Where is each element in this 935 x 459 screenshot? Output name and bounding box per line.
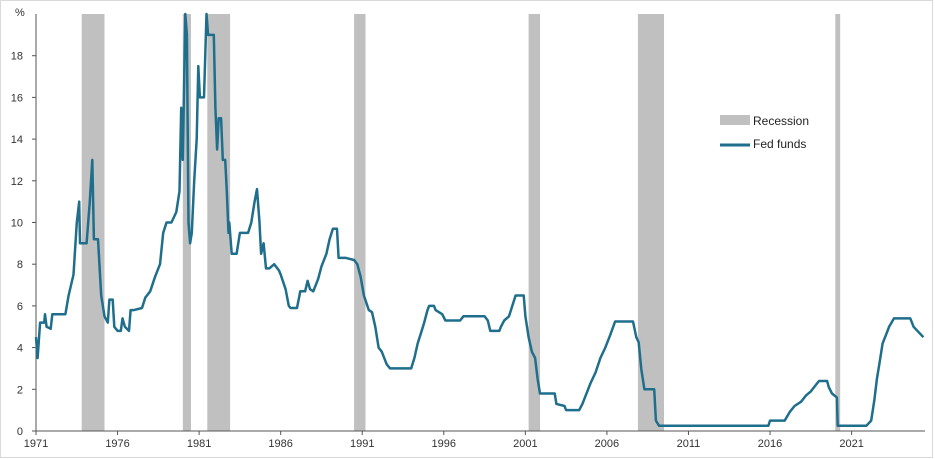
y-tick-label: 12 (11, 176, 23, 188)
y-tick-label: 18 (11, 51, 23, 63)
recession-band (637, 14, 665, 431)
x-tick-label: 2001 (513, 438, 537, 450)
legend-recession-label: Recession (753, 114, 809, 128)
y-tick-label: 4 (17, 343, 23, 355)
y-tick-label: 16 (11, 92, 23, 104)
recession-band (528, 14, 541, 431)
x-tick-label: 1971 (24, 438, 48, 450)
x-tick-label: 1996 (432, 438, 456, 450)
x-tick-label: 1991 (350, 438, 374, 450)
legend: Recession Fed funds (720, 114, 809, 151)
recession-band (207, 14, 231, 431)
y-tick-label: 6 (17, 301, 23, 313)
y-tick-label: 10 (11, 218, 23, 230)
y-tick-label: 8 (17, 259, 23, 271)
recession-band (835, 14, 841, 431)
recession-band (182, 14, 191, 431)
fed-funds-line (34, 12, 925, 428)
legend-fed-funds-label: Fed funds (753, 137, 806, 151)
x-tick-label: 1976 (105, 438, 129, 450)
x-tick-label: 2016 (758, 438, 782, 450)
y-tick-label: 2 (17, 384, 23, 396)
x-tick-label: 2006 (595, 438, 619, 450)
y-axis-unit-label: % (15, 7, 25, 19)
recession-band (354, 14, 366, 431)
y-tick-label: 14 (11, 134, 23, 146)
x-tick-label: 2011 (677, 438, 701, 450)
y-tick-label: 0 (17, 426, 23, 438)
x-tick-label: 1986 (268, 438, 292, 450)
x-tick-label: 1981 (187, 438, 211, 450)
legend-recession-swatch (720, 115, 750, 125)
x-tick-label: 2021 (839, 438, 863, 450)
